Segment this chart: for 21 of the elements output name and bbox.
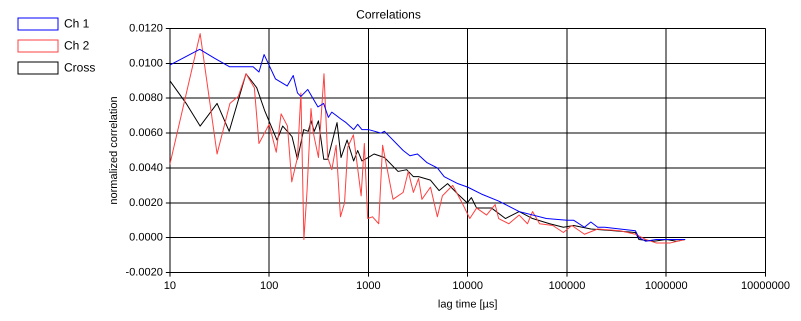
chart-title: Correlations	[356, 8, 421, 22]
legend-label: Ch 1	[64, 16, 90, 30]
x-tick-label: 10000	[452, 280, 483, 292]
x-axis-title: lag time [µs]	[438, 298, 498, 310]
x-tick-label: 100	[260, 280, 278, 292]
y-tick-label: 0.0020	[129, 196, 163, 209]
y-tick-label: 0.0060	[129, 127, 163, 140]
y-tick-label: 0.0080	[129, 92, 163, 104]
y-axis-title: normalized correlation	[108, 96, 120, 205]
x-tick-label: 10	[164, 280, 176, 292]
x-tick-label: 1000000	[644, 280, 688, 292]
x-tick-label: 10000000	[741, 280, 790, 292]
y-tick-label: 0.0000	[129, 232, 163, 244]
legend-label: Ch 2	[64, 38, 90, 52]
y-tick-label: 0.0100	[129, 57, 163, 70]
x-tick-label: 1000	[356, 280, 381, 292]
y-tick-label: 0.0120	[129, 22, 163, 34]
y-tick-label: -0.0020	[126, 266, 163, 279]
legend-label: Cross	[64, 60, 96, 74]
y-tick-label: 0.0040	[129, 162, 163, 174]
x-tick-label: 100000	[548, 280, 586, 292]
